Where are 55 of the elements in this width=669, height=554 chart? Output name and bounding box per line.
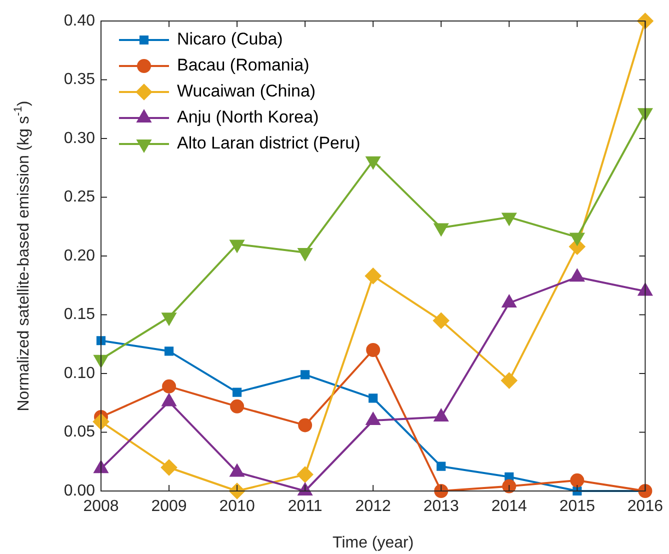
x-tick-label: 2016 xyxy=(627,498,664,516)
point xyxy=(368,394,378,403)
point xyxy=(502,212,516,226)
legend-label: Nicaro (Cuba) xyxy=(177,30,283,49)
point xyxy=(433,312,450,329)
x-tick-label: 2011 xyxy=(288,498,322,516)
y-axis-title: Normalized satellite-based emission (kg s-1) xyxy=(12,100,32,412)
point xyxy=(298,248,312,260)
point xyxy=(161,460,178,476)
point xyxy=(570,473,584,488)
point xyxy=(162,379,176,394)
point xyxy=(230,399,244,414)
point xyxy=(502,479,516,494)
y-tick-label: 0.20 xyxy=(64,247,96,264)
x-tick-label: 2009 xyxy=(151,498,187,516)
point xyxy=(366,343,380,357)
y-tick-label: 0.30 xyxy=(64,130,96,147)
point xyxy=(436,462,446,471)
point xyxy=(232,388,242,397)
point xyxy=(162,312,176,326)
point xyxy=(297,466,314,483)
point xyxy=(365,268,382,284)
legend-label: Alto Laran district (Peru) xyxy=(177,134,360,153)
x-tick-label: 2015 xyxy=(559,498,596,516)
point xyxy=(434,223,448,236)
legend-label: Wucaiwan (China) xyxy=(177,82,316,101)
point xyxy=(298,418,312,432)
y-tick-label: 0.35 xyxy=(64,71,96,88)
y-tick-label: 0.25 xyxy=(64,188,96,206)
point xyxy=(570,232,584,246)
point xyxy=(501,372,518,389)
point xyxy=(94,460,108,474)
x-tick-label: 2014 xyxy=(491,498,528,516)
x-tick-label: 2010 xyxy=(219,498,255,516)
y-tick-label: 0.05 xyxy=(64,424,96,441)
point xyxy=(366,156,380,169)
x-axis-title: Time (year) xyxy=(332,534,414,552)
y-tick-label: 0.00 xyxy=(64,482,96,500)
point xyxy=(230,464,244,477)
point xyxy=(94,354,108,368)
x-tick-label: 2012 xyxy=(355,498,391,516)
legend-label: Anju (North Korea) xyxy=(177,108,319,127)
point xyxy=(638,108,652,121)
point xyxy=(638,484,652,498)
point xyxy=(93,414,109,430)
y-tick-label: 0.15 xyxy=(64,306,96,324)
y-tick-label: 0.10 xyxy=(64,364,96,382)
point xyxy=(300,370,310,380)
point xyxy=(164,346,174,356)
legend-label: Bacau (Romania) xyxy=(177,56,310,75)
point xyxy=(230,240,244,252)
x-tick-label: 2008 xyxy=(83,498,119,516)
point xyxy=(96,336,106,346)
y-tick-label: 0.40 xyxy=(64,12,96,30)
x-tick-label: 2013 xyxy=(423,498,460,516)
